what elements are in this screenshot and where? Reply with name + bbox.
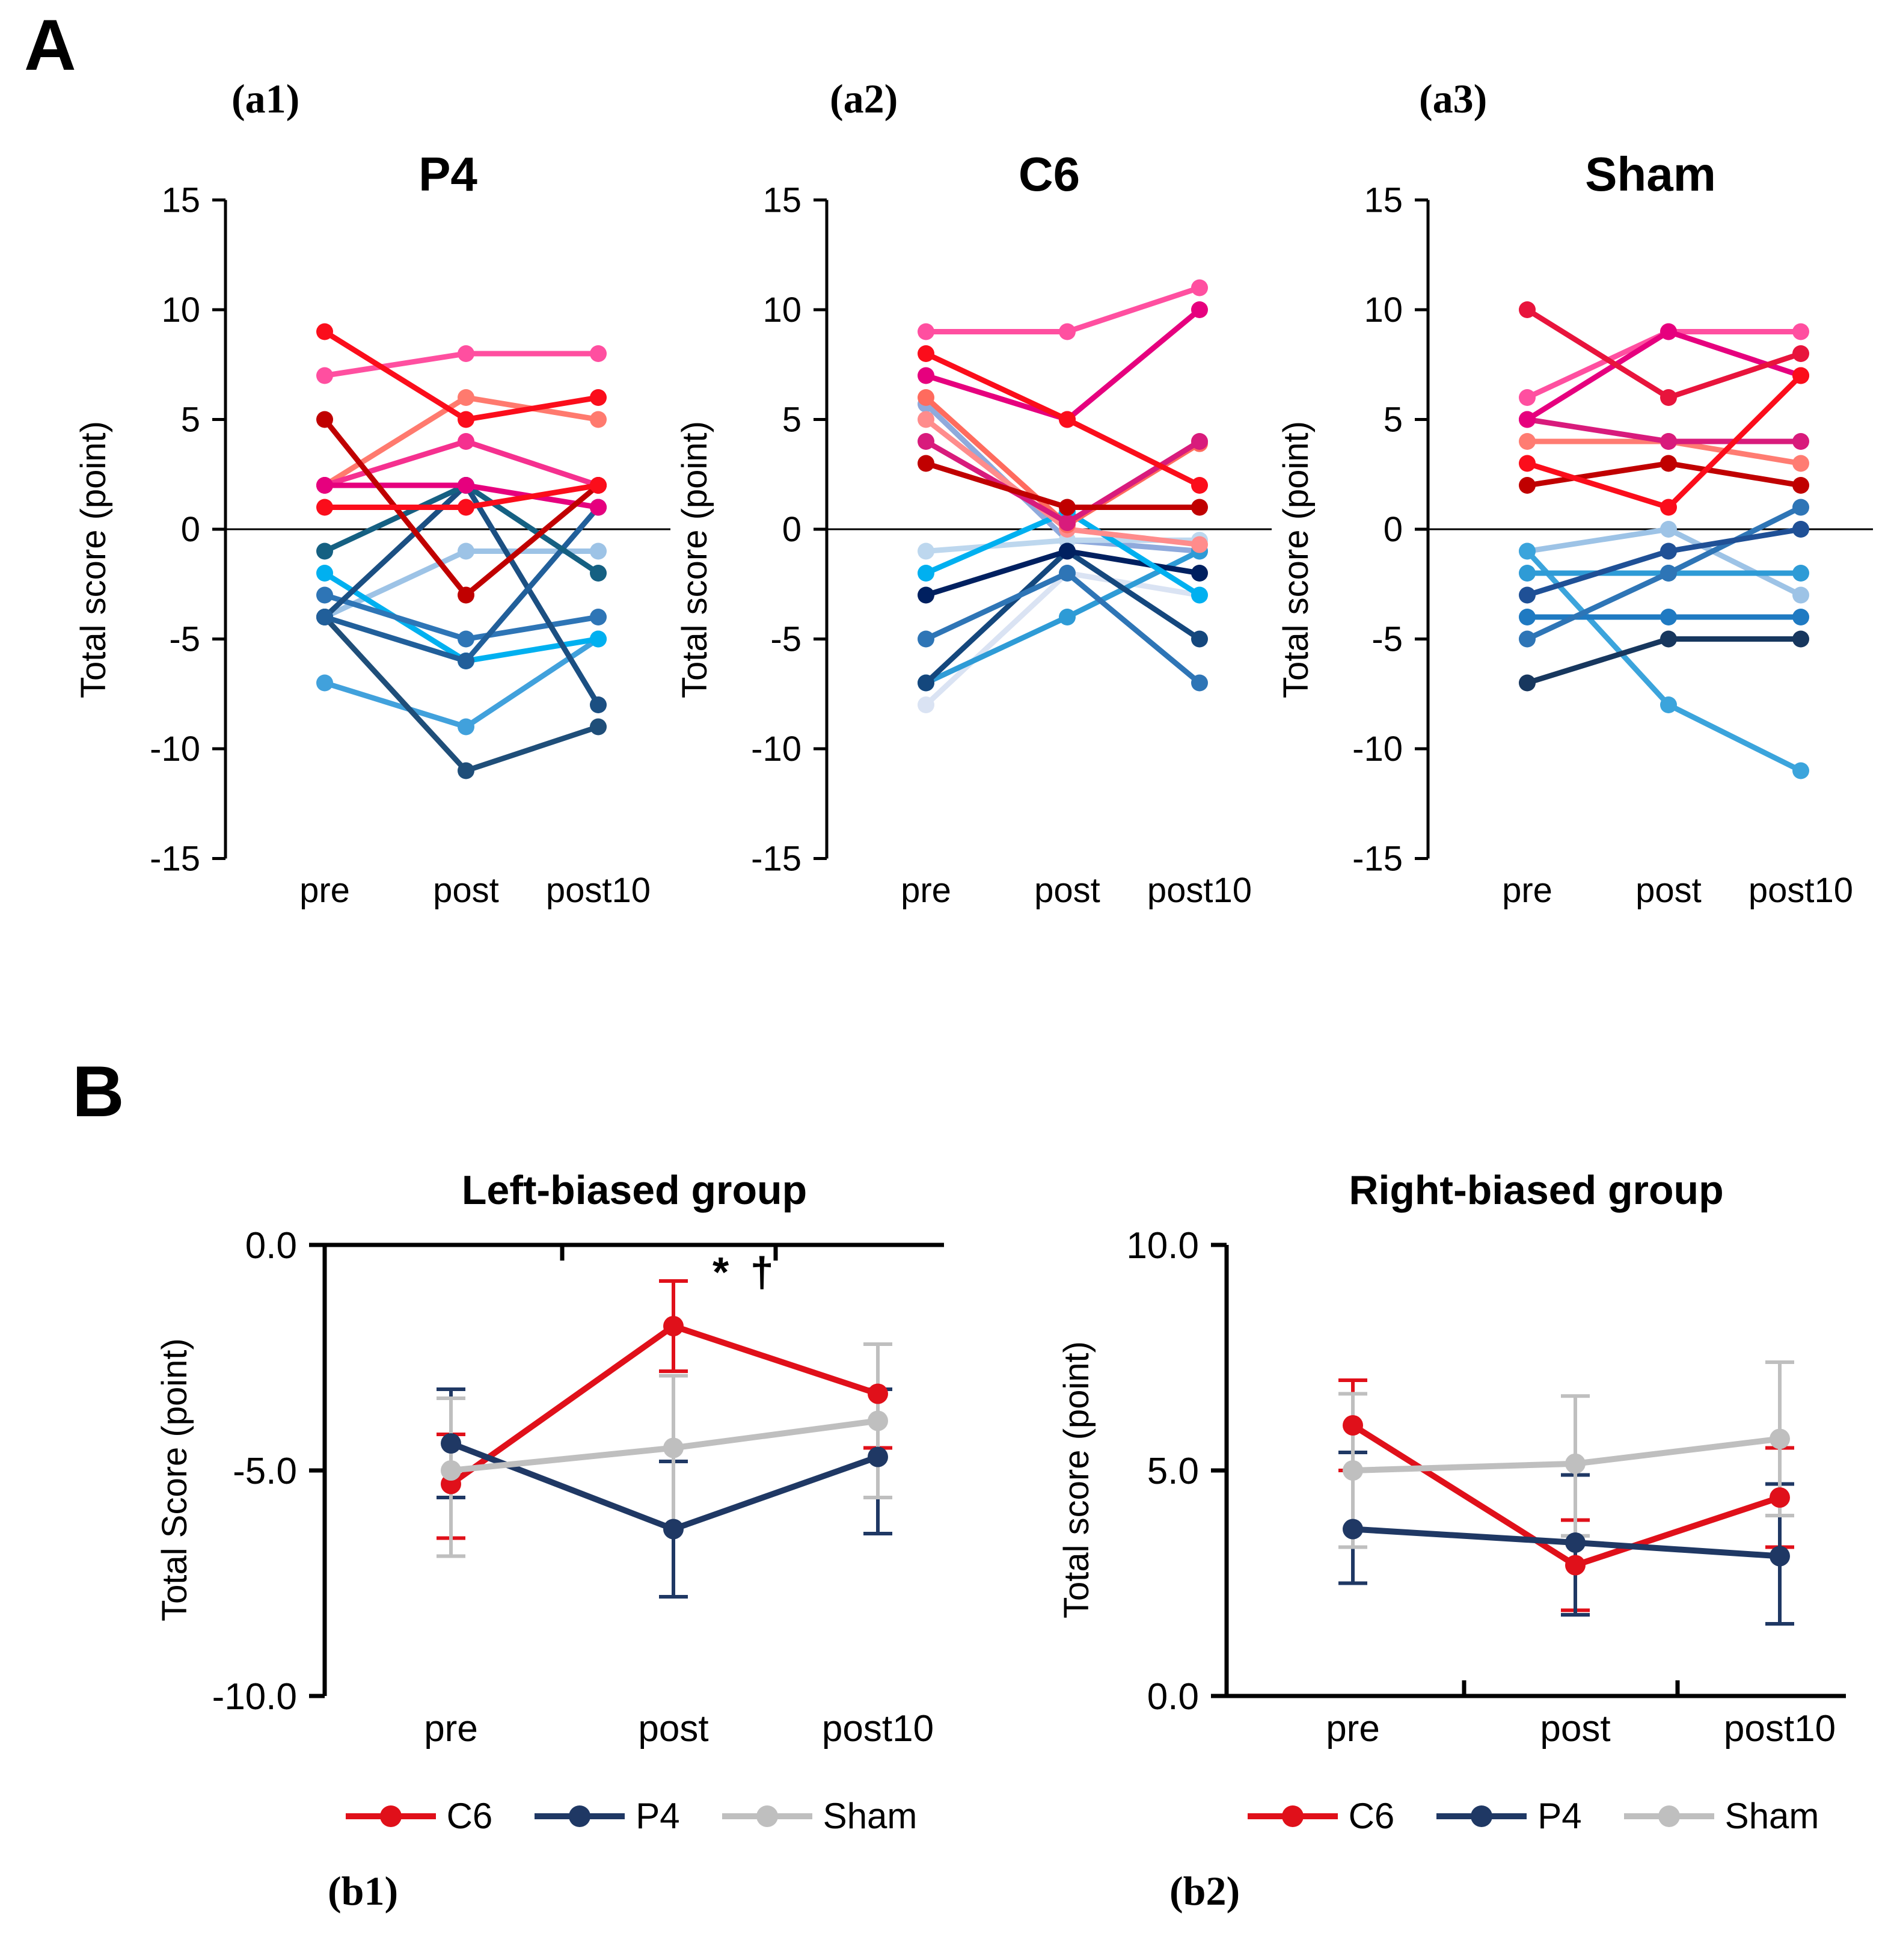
svg-text:10: 10: [161, 290, 200, 330]
svg-text:10: 10: [1364, 290, 1403, 330]
svg-text:-5: -5: [1372, 620, 1403, 659]
svg-text:pre: pre: [1502, 871, 1552, 910]
svg-text:5: 5: [1384, 401, 1403, 440]
sublabel-b1: (b1): [328, 1868, 399, 1914]
svg-text:5.0: 5.0: [1147, 1451, 1199, 1492]
svg-text:post: post: [1034, 871, 1100, 910]
svg-text:10.0: 10.0: [1126, 1225, 1199, 1267]
svg-text:-5: -5: [169, 620, 200, 659]
svg-text:post10: post10: [546, 871, 651, 910]
legend-b1: C6 P4 Sham: [241, 1795, 1022, 1837]
chart-b1-plot: 0.0 -5.0 -10.0 pre post post10: [212, 1225, 944, 1750]
svg-text:15: 15: [762, 181, 801, 220]
legend-b2: C6 P4 Sham: [1142, 1795, 1891, 1837]
legend-label-sham: Sham: [1724, 1796, 1819, 1836]
chart-b1-title: Left-biased group: [461, 1167, 808, 1213]
svg-text:0.0: 0.0: [245, 1225, 297, 1267]
legend-marker-sham: [722, 1804, 812, 1828]
legend-label-sham: Sham: [823, 1796, 918, 1836]
svg-text:-10: -10: [751, 730, 801, 769]
chart-a1-title: P4: [418, 147, 477, 201]
svg-text:pre: pre: [1326, 1708, 1380, 1750]
legend-marker-sham: [1623, 1804, 1714, 1828]
chart-b2-plot: 10.0 5.0 0.0 pre post post10: [1126, 1225, 1846, 1750]
legend-item-sham: Sham: [722, 1795, 918, 1837]
svg-text:-10: -10: [150, 730, 200, 769]
legend-marker-c6: [1247, 1804, 1338, 1828]
svg-text:pre: pre: [424, 1708, 478, 1750]
svg-text:post: post: [1635, 871, 1702, 910]
legend-label-p4: P4: [636, 1796, 680, 1836]
svg-text:-15: -15: [150, 840, 200, 879]
svg-text:pre: pre: [901, 871, 951, 910]
sublabel-a3: (a3): [1419, 76, 1488, 121]
svg-text:-15: -15: [751, 840, 801, 879]
chart-a3-title: Sham: [1585, 147, 1716, 201]
svg-text:-5: -5: [770, 620, 801, 659]
svg-text:post: post: [1540, 1708, 1610, 1750]
svg-text:15: 15: [1364, 181, 1403, 220]
svg-text:5: 5: [782, 401, 801, 440]
sublabel-b2: (b2): [1169, 1868, 1240, 1914]
legend-item-p4: P4: [1436, 1795, 1582, 1837]
svg-text:0: 0: [782, 510, 801, 549]
svg-text:-10: -10: [1352, 730, 1403, 769]
legend-item-sham: Sham: [1623, 1795, 1819, 1837]
chart-a2-title: C6: [1018, 147, 1080, 201]
sublabel-a2: (a2): [830, 76, 898, 121]
panel-b-label: B: [72, 1051, 124, 1132]
chart-a3-plot: 15 10 5 0 -5 -10 -15 pre post post10: [1352, 181, 1873, 910]
legend-label-c6: C6: [446, 1796, 493, 1836]
legend-item-c6: C6: [345, 1795, 493, 1837]
svg-text:0: 0: [1384, 510, 1403, 549]
svg-text:0: 0: [181, 510, 200, 549]
significance-annotation: * †: [713, 1249, 779, 1295]
legend-label-p4: P4: [1537, 1796, 1582, 1836]
legend-item-p4: P4: [535, 1795, 680, 1837]
sublabel-a1: (a1): [231, 76, 300, 121]
svg-text:-15: -15: [1352, 840, 1403, 879]
svg-text:post: post: [433, 871, 499, 910]
chart-a1-plot: 15 10 5 0 -5 -10 -15 pre post post10: [150, 181, 670, 910]
svg-text:0.0: 0.0: [1147, 1676, 1199, 1718]
chart-a2-plot: 15 10 5 0 -5 -10 -15 pre post post10: [751, 181, 1272, 910]
svg-text:post10: post10: [822, 1708, 934, 1750]
svg-text:post10: post10: [1748, 871, 1853, 910]
chart-b2-title: Right-biased group: [1349, 1167, 1724, 1213]
svg-text:post: post: [638, 1708, 708, 1750]
panel-a-label: A: [24, 5, 76, 85]
svg-text:-5.0: -5.0: [233, 1451, 297, 1492]
legend-marker-p4: [1436, 1804, 1527, 1828]
svg-text:10: 10: [762, 290, 801, 330]
svg-text:15: 15: [161, 181, 200, 220]
svg-text:5: 5: [181, 401, 200, 440]
svg-text:-10.0: -10.0: [212, 1676, 297, 1718]
svg-text:post10: post10: [1147, 871, 1252, 910]
legend-item-c6: C6: [1247, 1795, 1395, 1837]
svg-text:post10: post10: [1724, 1708, 1836, 1750]
legend-label-c6: C6: [1348, 1796, 1395, 1836]
svg-text:pre: pre: [299, 871, 350, 910]
legend-marker-c6: [345, 1804, 436, 1828]
legend-marker-p4: [535, 1804, 625, 1828]
